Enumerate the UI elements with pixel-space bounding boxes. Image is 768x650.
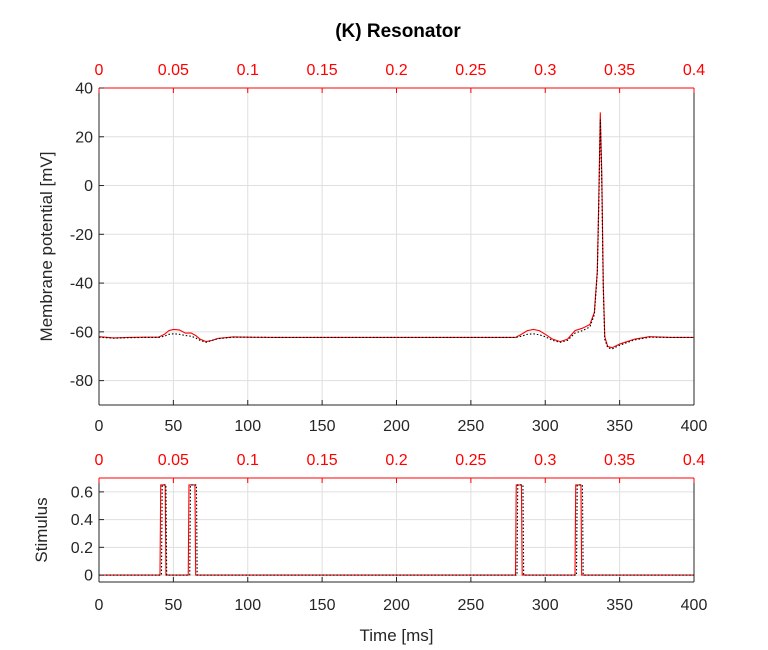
- y-tick-label: 0: [84, 178, 93, 195]
- y-tick-label: -80: [70, 373, 93, 390]
- top-x-tick-label: 0.05: [158, 62, 189, 79]
- x-tick-label: 150: [309, 418, 336, 435]
- x-tick-label: 0: [95, 418, 104, 435]
- stimulus-panel: 0 50 100 150 200 250 300 350 400 0 0.05 0.1 0.15 0.2 0…: [32, 452, 707, 645]
- chart-title: (K) Resonator: [335, 21, 461, 42]
- x-tick-label: 400: [681, 418, 708, 435]
- x-axis-label: Time [ms]: [360, 626, 434, 645]
- x-tick-label: 200: [383, 597, 410, 614]
- x-tick-label: 100: [234, 597, 261, 614]
- top-x-tick-label: 0.15: [307, 452, 338, 469]
- y-tick-label: 0: [84, 568, 93, 585]
- top-x-tick-label: 0.4: [683, 452, 705, 469]
- y-tick-label: -20: [70, 227, 93, 244]
- top-x-tick-label: 0.2: [385, 452, 407, 469]
- x-tick-label: 0: [95, 597, 104, 614]
- top-x-tick-label: 0.3: [534, 452, 556, 469]
- y-axis-label: Membrane potential [mV]: [37, 152, 56, 342]
- top-x-tick-label: 0.15: [307, 62, 338, 79]
- top-x-tick-label: 0.2: [385, 62, 407, 79]
- x-tick-label: 50: [164, 418, 182, 435]
- x-tick-label: 300: [532, 597, 559, 614]
- series-line-2: [98, 119, 694, 350]
- top-x-tick-label: 0.25: [455, 62, 486, 79]
- x-tick-label: 350: [606, 418, 633, 435]
- x-tick-label: 150: [309, 597, 336, 614]
- y-tick-label: -60: [70, 324, 93, 341]
- top-x-tick-label: 0: [95, 62, 104, 79]
- top-x-tick-label: 0.1: [237, 452, 259, 469]
- x-tick-label: 350: [606, 597, 633, 614]
- top-x-tick-label: 0.05: [158, 452, 189, 469]
- x-tick-label: 100: [234, 418, 261, 435]
- x-tick-label: 400: [681, 597, 708, 614]
- y-tick-label: 0.4: [71, 512, 93, 529]
- x-tick-label: 50: [164, 597, 182, 614]
- top-x-tick-label: 0.25: [455, 452, 486, 469]
- top-x-tick-label: 0.35: [604, 452, 635, 469]
- y-tick-label: -40: [70, 276, 93, 293]
- y-tick-label: 40: [75, 81, 93, 98]
- top-x-tick-label: 0.35: [604, 62, 635, 79]
- y-axis-label: Stimulus: [32, 497, 51, 562]
- top-x-tick-label: 0.3: [534, 62, 556, 79]
- y-tick-label: 20: [75, 129, 93, 146]
- x-tick-label: 250: [458, 418, 485, 435]
- top-x-tick-label: 0.4: [683, 62, 705, 79]
- x-tick-label: 300: [532, 418, 559, 435]
- x-tick-label: 250: [458, 597, 485, 614]
- y-tick-label: 0.2: [71, 540, 93, 557]
- top-x-tick-label: 0.1: [237, 62, 259, 79]
- x-tick-label: 200: [383, 418, 410, 435]
- y-tick-label: 0.6: [71, 484, 93, 501]
- top-x-tick-label: 0: [95, 452, 104, 469]
